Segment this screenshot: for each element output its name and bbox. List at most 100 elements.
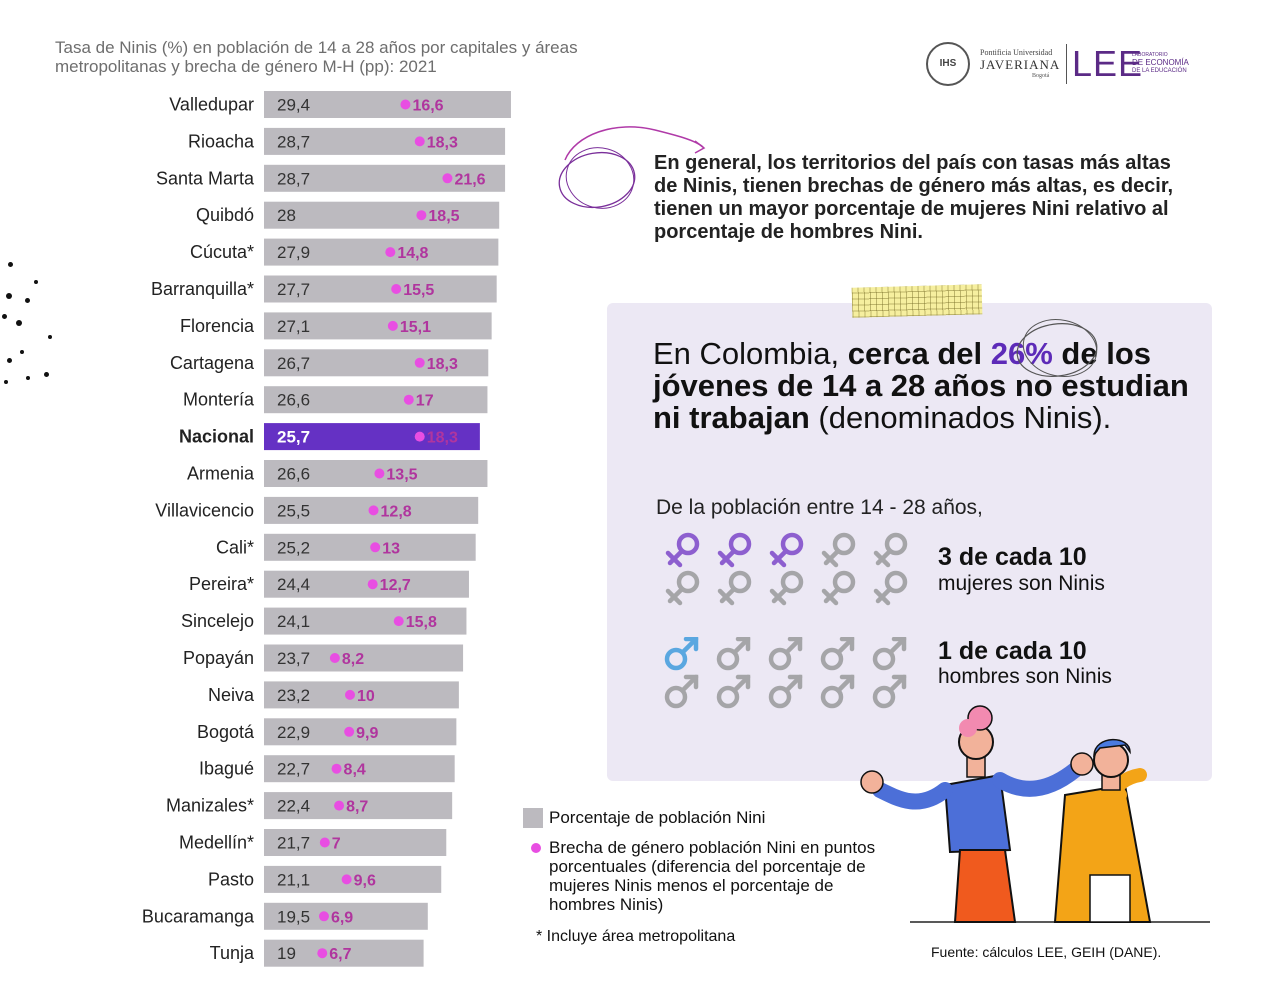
javeriana-seal-logo: IHS: [926, 42, 970, 86]
bar: [264, 275, 497, 303]
male-symbol-icon: [768, 674, 803, 709]
gap-dot: [414, 431, 425, 442]
summary-panel: [607, 303, 1212, 781]
bar: [264, 681, 459, 709]
scribble-circle: [1016, 319, 1098, 377]
gap-dot: [334, 800, 345, 811]
gap-value-label: 18,3: [427, 430, 458, 447]
female-icons: [665, 532, 908, 606]
bar: [264, 127, 506, 155]
category-label: Montería: [183, 390, 255, 410]
male-symbol-icon: [872, 674, 907, 709]
gap-value-label: 10: [357, 688, 375, 705]
bar: [264, 164, 506, 192]
bar: [264, 829, 447, 856]
bar-value-label: 21,7: [277, 834, 310, 853]
legend-bar-swatch: [523, 808, 543, 828]
headline-part2: (denominados Ninis).: [809, 400, 1112, 435]
logo-university-small: Pontificia Universidad: [980, 48, 1053, 57]
gap-value-label: 14,8: [397, 245, 428, 262]
bar-value-label: 19,5: [277, 907, 310, 926]
headline-bold2: de los jóvenes de 14 a 28 años no estudi…: [653, 336, 1189, 435]
bar: [264, 423, 480, 451]
gap-value-label: 15,8: [406, 614, 437, 631]
gap-dot: [367, 579, 378, 590]
legend-bar-label: Porcentaje de población Nini: [549, 808, 766, 827]
gap-value-label: 17: [416, 393, 434, 410]
category-label: Quibdó: [196, 205, 254, 225]
lee-logo: LEE: [1072, 43, 1144, 84]
category-label: Medellín*: [179, 833, 254, 853]
lee-logo-line2: DE ECONOMÍA: [1132, 58, 1189, 67]
legend-dot-swatch: [531, 843, 541, 853]
footnote: * Incluye área metropolitana: [536, 928, 736, 945]
bar: [264, 91, 511, 118]
category-label: Armenia: [187, 464, 255, 484]
female-symbol-icon: [717, 570, 752, 606]
headline-percentage: 26%: [990, 336, 1053, 371]
legend-dot-label: Brecha de género población Nini en punto…: [549, 838, 876, 914]
category-label: Florencia: [180, 316, 255, 336]
bar-value-label: 25,2: [277, 538, 310, 557]
male-icon-grid: [656, 637, 926, 717]
bar: [264, 718, 457, 746]
male-symbol-icon: [664, 637, 699, 671]
female-symbol-icon: [717, 532, 752, 568]
bar: [264, 902, 428, 930]
category-label: Valledupar: [169, 95, 254, 115]
female-symbol-icon: [821, 570, 856, 606]
logo-university-name: JAVERIANA: [980, 57, 1061, 72]
category-label: Pereira*: [189, 574, 254, 594]
headline: En Colombia, cerca del 26% de los jóvene…: [653, 338, 1193, 434]
source: Fuente: cálculos LEE, GEIH (DANE).: [931, 944, 1162, 960]
gap-value-label: 18,5: [428, 208, 459, 225]
gap-dot: [318, 911, 329, 922]
female-symbol-icon: [769, 570, 804, 606]
bar-value-label: 22,9: [277, 723, 310, 742]
bar: [264, 865, 442, 893]
bar: [264, 792, 453, 820]
category-label: Cali*: [216, 537, 254, 557]
male-symbol-icon: [820, 674, 855, 709]
logos: IHS Pontificia Universidad JAVERIANA Bog…: [922, 40, 1212, 90]
category-label: Rioacha: [188, 131, 255, 151]
gap-dot: [344, 726, 355, 737]
gap-dot: [393, 616, 404, 627]
bar-value-label: 26,6: [277, 391, 310, 410]
gap-value-label: 15,5: [403, 282, 434, 299]
female-symbol-icon: [665, 532, 700, 568]
gap-dot: [385, 247, 396, 258]
bar-value-label: 26,7: [277, 354, 310, 373]
bar-value-label: 21,1: [277, 870, 310, 889]
female-symbol-icon: [769, 532, 804, 568]
female-symbol-icon: [873, 570, 908, 606]
category-label: Manizales*: [166, 796, 254, 816]
gap-value-label: 7: [332, 836, 341, 853]
logo-city: Bogotá: [1032, 73, 1050, 79]
gap-value-label: 13: [382, 540, 400, 557]
bar: [264, 570, 469, 598]
gap-value-label: 18,3: [427, 134, 458, 151]
gap-value-label: 13,5: [386, 467, 417, 484]
female-icon-grid: [656, 530, 926, 610]
gap-value-label: 18,3: [427, 356, 458, 373]
gap-value-label: 16,6: [412, 98, 443, 115]
gap-dot: [403, 394, 414, 405]
bar-value-label: 28: [277, 206, 296, 225]
gap-dot: [400, 99, 411, 110]
bar-value-label: 22,7: [277, 760, 310, 779]
women-stat-label: mujeres son Ninis: [938, 572, 1105, 595]
bar-value-label: 22,4: [277, 797, 310, 816]
gap-dot: [341, 874, 352, 885]
gap-dot: [331, 763, 342, 774]
gap-value-label: 8,2: [342, 651, 364, 668]
bar: [264, 607, 467, 635]
gap-value-label: 8,7: [346, 799, 368, 816]
bar-value-label: 27,1: [277, 317, 310, 336]
bar-value-label: 27,7: [277, 280, 310, 299]
category-label: Bucaramanga: [142, 906, 255, 926]
gap-dot: [414, 136, 425, 147]
bar: [264, 312, 492, 340]
gap-dot: [442, 173, 453, 184]
men-stat-label: hombres son Ninis: [938, 665, 1112, 688]
